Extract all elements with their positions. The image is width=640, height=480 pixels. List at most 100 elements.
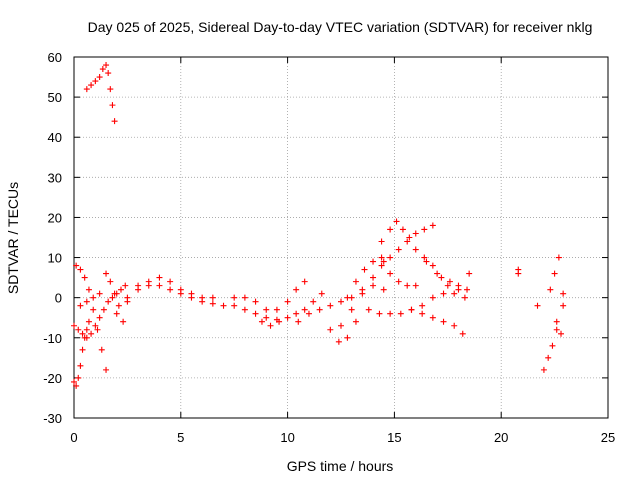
data-point [252, 310, 259, 317]
series-arc-main-2 [124, 274, 216, 301]
data-point [370, 274, 377, 281]
data-point [156, 274, 163, 281]
data-point [534, 302, 541, 309]
data-point [387, 310, 394, 317]
x-tick-labels: 0 5 10 15 20 25 [70, 430, 615, 445]
data-point [85, 318, 92, 325]
x-axis-label: GPS time / hours [287, 458, 394, 474]
data-point [120, 318, 127, 325]
data-point [327, 302, 334, 309]
data-point [421, 254, 428, 261]
data-point [429, 222, 436, 229]
data-point [421, 226, 428, 233]
y-tick-label: 60 [48, 50, 62, 65]
data-point [305, 310, 312, 317]
data-point [295, 318, 302, 325]
data-point [188, 290, 195, 297]
data-point [412, 282, 419, 289]
series-arc-end-1 [540, 326, 560, 373]
data-point [376, 310, 383, 317]
data-point [352, 278, 359, 285]
data-point [464, 286, 471, 293]
series-arc-end-2 [547, 254, 567, 309]
data-point [177, 286, 184, 293]
data-point [209, 300, 216, 307]
series-arc-late-1 [365, 290, 468, 317]
data-point [344, 334, 351, 341]
data-point [145, 278, 152, 285]
data-point [545, 354, 552, 361]
data-point [258, 318, 265, 325]
data-point [387, 226, 394, 233]
data-point [83, 298, 90, 305]
data-point [122, 282, 129, 289]
data-point [90, 294, 97, 301]
data-point [338, 322, 344, 329]
data-point [209, 294, 216, 301]
data-point [553, 318, 560, 325]
data-point [73, 382, 80, 389]
chart-title: Day 025 of 2025, Sidereal Day-to-day VTE… [88, 19, 593, 35]
data-point [231, 294, 238, 301]
data-point [446, 278, 453, 285]
data-point [293, 310, 300, 317]
data-point [560, 290, 567, 297]
data-point [310, 298, 317, 305]
data-point [380, 286, 387, 293]
data-point [393, 218, 400, 225]
series-arc-mid-1 [258, 290, 359, 345]
data-point [395, 246, 402, 253]
data-point [103, 366, 110, 373]
data-point [90, 306, 97, 313]
data-point [83, 86, 90, 93]
data-point [92, 78, 99, 85]
data-point [466, 270, 473, 277]
data-point [273, 306, 280, 313]
data-point [399, 226, 406, 233]
series-arc-high-early [83, 62, 118, 125]
series-arc-mid-3 [338, 258, 387, 329]
data-point [77, 362, 84, 369]
data-point [71, 322, 77, 329]
data-point [335, 338, 342, 345]
data-point [105, 70, 112, 77]
data-point [348, 306, 355, 313]
data-point [107, 86, 114, 93]
data-point [408, 306, 415, 313]
series-arc-early-b [73, 262, 110, 373]
data-point [444, 282, 451, 289]
x-tick-label: 15 [387, 430, 401, 445]
data-point [419, 310, 426, 317]
data-point [352, 318, 359, 325]
data-point [440, 290, 447, 297]
data-point [252, 298, 259, 305]
data-point [107, 278, 114, 285]
data-point [103, 270, 110, 277]
data-point [117, 286, 124, 293]
data-point [167, 286, 174, 293]
data-point [429, 294, 436, 301]
data-point [156, 282, 163, 289]
y-tick-label: 30 [48, 170, 62, 185]
data-point [380, 258, 387, 265]
y-tick-label: 50 [48, 90, 62, 105]
data-point [406, 234, 413, 241]
data-point [124, 294, 131, 301]
data-point [92, 322, 99, 329]
data-point [459, 330, 466, 337]
data-point [96, 314, 103, 321]
data-point [404, 282, 411, 289]
data-point [113, 310, 120, 317]
data-point [75, 326, 82, 333]
series-arc-rise-1 [344, 254, 419, 301]
data-point [276, 318, 283, 325]
data-point [94, 326, 101, 333]
data-point [451, 290, 458, 297]
data-point [370, 258, 377, 265]
data-point [111, 118, 118, 125]
data-point [412, 246, 419, 253]
y-axis-label: SDTVAR / TECUs [5, 182, 21, 294]
data-point [547, 286, 554, 293]
data-point [359, 290, 366, 297]
